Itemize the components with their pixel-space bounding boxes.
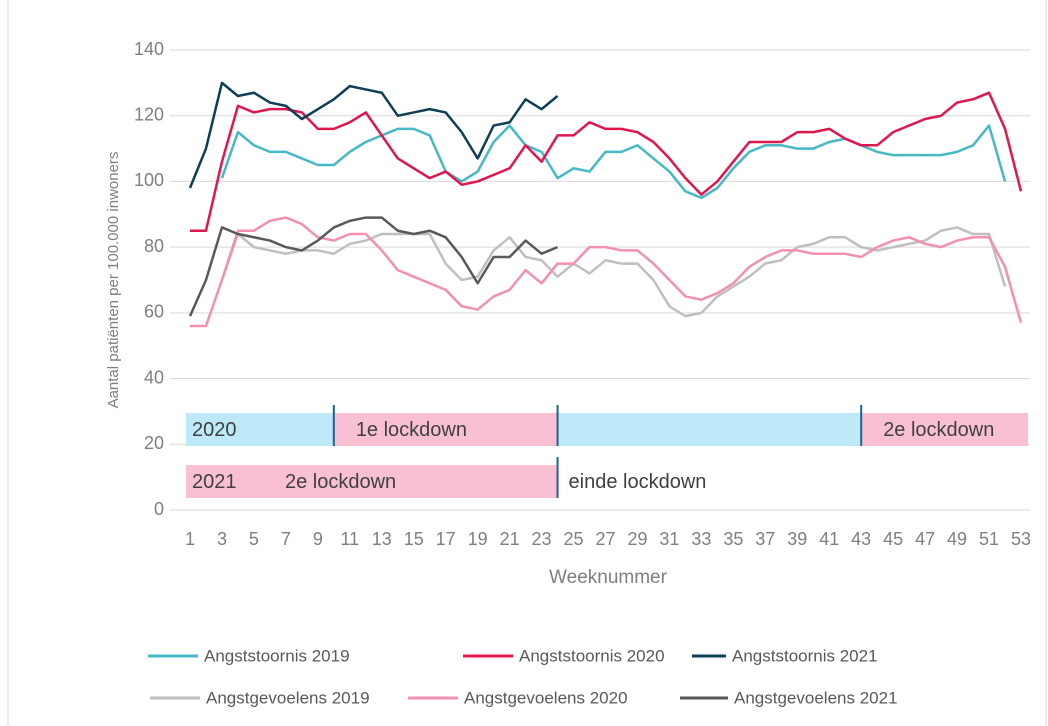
x-tick-label: 45 [883, 529, 903, 549]
y-tick-label: 0 [154, 499, 164, 519]
x-tick-label: 35 [723, 529, 743, 549]
lockdown-band [861, 413, 1028, 446]
series-line [190, 91, 1023, 232]
series-line [188, 81, 559, 189]
lockdown-label: 1e lockdown [356, 419, 467, 441]
x-tick-label: 51 [979, 529, 999, 549]
x-tick-label: 1 [185, 529, 195, 549]
x-tick-label: 37 [755, 529, 775, 549]
x-tick-label: 39 [787, 529, 807, 549]
x-tick-label: 49 [947, 529, 967, 549]
legend-label: Angststoornis 2021 [732, 646, 878, 665]
chart-frame [7, 0, 1047, 726]
legend-label: Angststoornis 2019 [204, 646, 350, 665]
x-tick-label: 3 [217, 529, 227, 549]
y-axis-title: Aantal patiënten per 100.000 inwoners [105, 152, 122, 409]
x-tick-label: 47 [915, 529, 935, 549]
lockdown-label: 2e lockdown [285, 471, 396, 493]
x-tick-label: 53 [1011, 529, 1031, 549]
lockdown-band [186, 413, 334, 446]
series-line [188, 216, 559, 317]
lockdown-label: 2e lockdown [883, 419, 994, 441]
y-tick-label: 120 [134, 104, 164, 124]
y-tick-label: 40 [144, 367, 164, 387]
x-tick-label: 9 [313, 529, 323, 549]
y-tick-label: 60 [144, 302, 164, 322]
x-tick-label: 11 [340, 529, 359, 549]
lockdown-label: einde lockdown [569, 471, 707, 493]
lockdown-band [557, 413, 862, 446]
legend-label: Angstgevoelens 2020 [464, 688, 628, 707]
y-tick-label: 140 [134, 39, 164, 59]
x-tick-label: 21 [500, 529, 520, 549]
x-tick-label: 29 [627, 529, 647, 549]
x-tick-label: 41 [819, 529, 839, 549]
series-line [220, 226, 1007, 318]
lockdown-row-label: 2021 [192, 471, 237, 493]
x-tick-label: 27 [595, 529, 615, 549]
series-line [220, 124, 1007, 200]
x-tick-label: 23 [532, 529, 552, 549]
x-tick-label: 43 [851, 529, 871, 549]
x-tick-label: 19 [468, 529, 488, 549]
y-tick-label: 20 [144, 433, 164, 453]
lockdown-band [186, 465, 558, 498]
x-tick-label: 7 [281, 529, 291, 549]
x-tick-label: 25 [564, 529, 584, 549]
legend-label: Angststoornis 2020 [519, 646, 665, 665]
x-tick-label: 13 [372, 529, 392, 549]
x-tick-label: 31 [659, 529, 679, 549]
legend-label: Angstgevoelens 2019 [206, 688, 370, 707]
x-tick-label: 33 [691, 529, 711, 549]
x-tick-label: 5 [249, 529, 259, 549]
y-tick-label: 100 [134, 170, 164, 190]
y-tick-label: 80 [144, 236, 164, 256]
lockdown-row-label: 2020 [192, 419, 237, 441]
legend-label: Angstgevoelens 2021 [734, 688, 898, 707]
series-line [190, 216, 1023, 328]
x-tick-label: 15 [404, 529, 424, 549]
x-axis-title: Weeknummer [549, 567, 668, 588]
lockdown-band [333, 413, 558, 446]
x-tick-label: 17 [436, 529, 456, 549]
